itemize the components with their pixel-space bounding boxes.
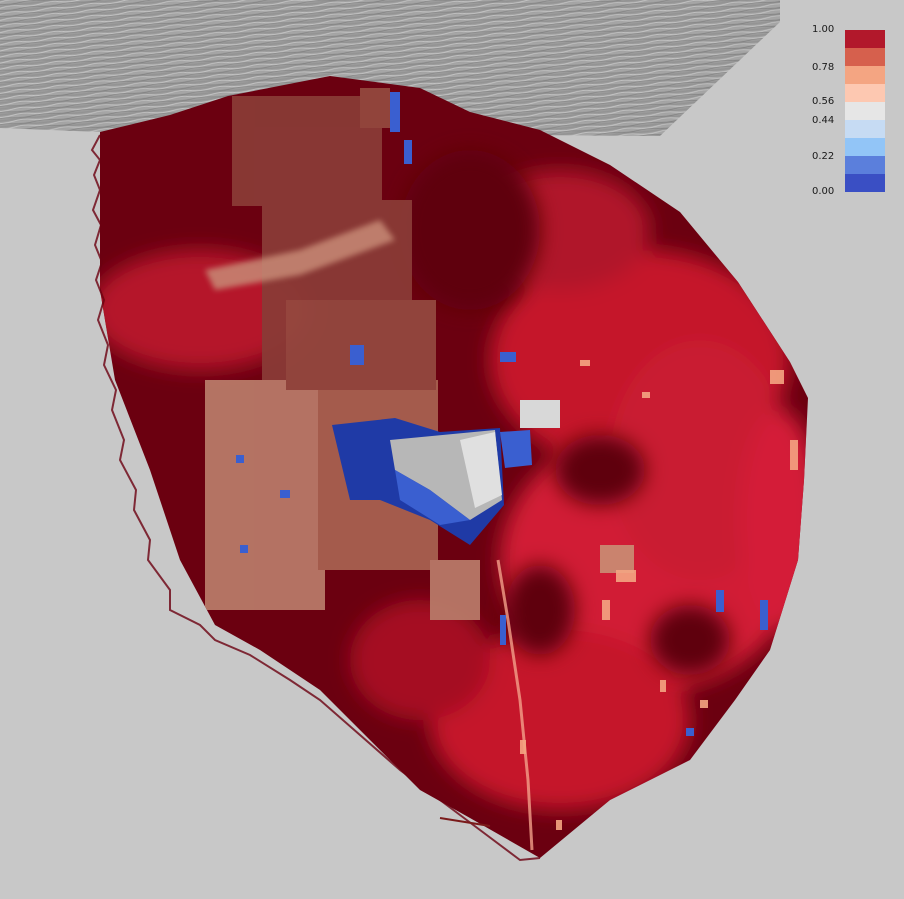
colorbar-swatch [845, 30, 885, 48]
colorbar-tick-label: 0.44 [812, 115, 835, 126]
colorbar-legend: 1.00 0.78 0.56 0.44 0.22 0.00 [812, 24, 892, 200]
colorbar-tick-label: 0.56 [812, 96, 835, 107]
bright-seam [496, 559, 534, 851]
colorbar-swatch [845, 102, 885, 120]
patch-regions [205, 88, 634, 620]
salmon-specks [520, 360, 798, 830]
dark-regions [400, 150, 730, 675]
similarity-mesh [100, 76, 808, 858]
colorbar-swatch [845, 84, 885, 102]
mesh-edge-fringe [90, 134, 541, 862]
colorbar-swatch [845, 156, 885, 174]
colorbar-tick-label: 1.00 [812, 24, 835, 35]
terrain-surface [0, 0, 780, 136]
blue-specks [100, 92, 768, 736]
stray-line [439, 817, 491, 827]
colorbar-swatch [845, 174, 885, 192]
colorbar-swatch [845, 66, 885, 84]
colorbar-swatch [845, 138, 885, 156]
low-similarity-block [332, 400, 560, 545]
colorbar-swatch [845, 120, 885, 138]
colorbar-tick-label: 0.78 [812, 62, 835, 73]
colorbar-tick-label: 0.00 [812, 186, 835, 197]
bright-regions [100, 170, 808, 810]
colorbar-swatch [845, 48, 885, 66]
colorbar-tick-label: 0.22 [812, 151, 835, 162]
salmon-streak [205, 220, 395, 290]
